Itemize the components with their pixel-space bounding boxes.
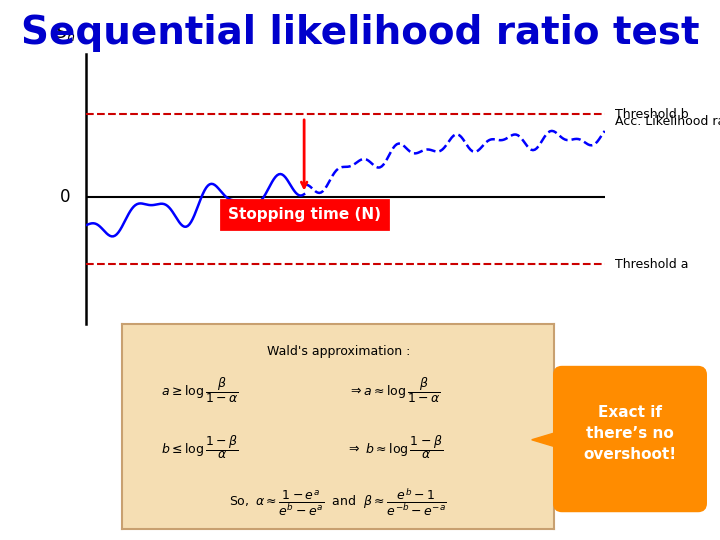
Text: $\mathrm{So,}\ \alpha \approx \dfrac{1-e^a}{e^b-e^a}\ \ \mathrm{and}\ \ \beta \a: $\mathrm{So,}\ \alpha \approx \dfrac{1-e…	[230, 487, 447, 518]
Text: Stopping time (N): Stopping time (N)	[228, 207, 381, 222]
FancyBboxPatch shape	[554, 367, 706, 511]
Text: Wald's approximation :: Wald's approximation :	[266, 345, 410, 357]
Polygon shape	[531, 431, 562, 449]
Text: $\Rightarrow a \approx \log\dfrac{\beta}{1-\alpha}$: $\Rightarrow a \approx \log\dfrac{\beta}…	[348, 375, 441, 404]
Text: Acc. Likelihood ratio: Acc. Likelihood ratio	[615, 115, 720, 128]
Text: $b \leq \log\dfrac{1-\beta}{\alpha}$: $b \leq \log\dfrac{1-\beta}{\alpha}$	[161, 433, 239, 461]
Text: $S_n$: $S_n$	[55, 23, 76, 43]
Text: 0: 0	[60, 187, 71, 206]
Text: Threshold a: Threshold a	[615, 258, 688, 271]
Text: Sequential likelihood ratio test: Sequential likelihood ratio test	[21, 14, 699, 51]
Text: Threshold b: Threshold b	[615, 107, 689, 120]
Text: $a \geq \log\dfrac{\beta}{1-\alpha}$: $a \geq \log\dfrac{\beta}{1-\alpha}$	[161, 375, 239, 404]
Text: $\Rightarrow\ b \approx \log\dfrac{1-\beta}{\alpha}$: $\Rightarrow\ b \approx \log\dfrac{1-\be…	[346, 433, 443, 461]
Text: Exact if
there’s no
overshoot!: Exact if there’s no overshoot!	[583, 405, 677, 462]
